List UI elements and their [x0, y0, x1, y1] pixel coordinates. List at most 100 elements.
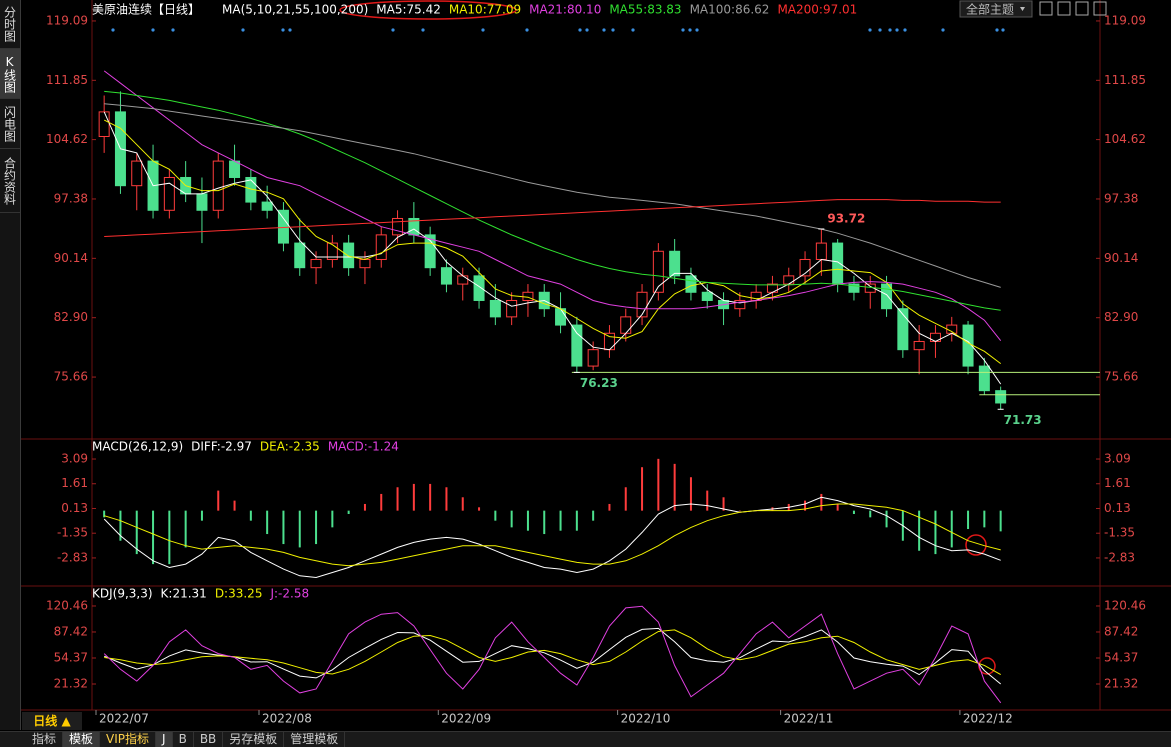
histogram-bar [820, 494, 822, 511]
x-tick-label: 2022/08 [262, 712, 312, 726]
histogram-bar [217, 491, 219, 511]
panel-title: MACD(26,12,9) [92, 440, 183, 454]
histogram-bar [136, 511, 138, 554]
candle-body [816, 243, 826, 259]
y-tick-label-right: 90.14 [1104, 251, 1138, 265]
x-tick-label: 2022/07 [99, 712, 149, 726]
annotation: 93.72 [827, 211, 865, 225]
y-tick-label: -1.35 [57, 526, 88, 540]
candle-body [686, 276, 696, 292]
histogram-bar [641, 467, 643, 510]
footer-tab[interactable]: VIP指标 [100, 732, 156, 747]
footer-tabs: 指标 模板 VIP指标 J B BB 另存模板 管理模板 [0, 731, 1171, 747]
histogram-bar [413, 484, 415, 511]
candle-body [914, 341, 924, 349]
histogram-bar [657, 459, 659, 511]
x-tick-label: 2022/12 [963, 712, 1013, 726]
histogram-bar [983, 511, 985, 528]
footer-tab[interactable]: 指标 [26, 732, 63, 747]
candle-body [670, 251, 680, 276]
histogram-bar [886, 511, 888, 528]
candle-body [311, 259, 321, 267]
background [0, 0, 1171, 730]
y-tick-label: 54.37 [54, 650, 88, 664]
histogram-bar [543, 511, 545, 534]
candle-body [213, 161, 223, 210]
histogram-bar [282, 511, 284, 544]
candle-body [507, 300, 517, 316]
candle-body [197, 194, 207, 210]
legend-entry: MA100:86.62 [690, 3, 770, 17]
sidebar-tab[interactable]: 分时图 [0, 0, 20, 49]
footer-tab[interactable]: 管理模板 [284, 732, 345, 747]
theme-label[interactable]: 全部主题 [966, 2, 1014, 17]
histogram-bar [266, 511, 268, 534]
legend-entry: DEA:-2.35 [260, 440, 320, 454]
candle-body [262, 202, 272, 210]
y-tick-label: -2.83 [57, 550, 88, 564]
histogram-bar [967, 511, 969, 529]
candle-body [458, 276, 468, 284]
legend-entry: D:33.25 [215, 587, 263, 601]
panel-title: 美原油连续【日线】 [92, 2, 200, 17]
y-tick-label: 3.09 [61, 452, 88, 466]
theme-select[interactable]: 全部主题 [960, 1, 1032, 17]
histogram-bar [853, 511, 855, 514]
histogram-bar [315, 511, 317, 544]
candle-body [604, 333, 614, 349]
legend-title: MA(5,10,21,55,100,200) [222, 3, 368, 17]
candle-body [376, 235, 386, 260]
annotation: 71.73 [1004, 413, 1042, 427]
sidebar-tab[interactable]: K线图 [0, 49, 20, 99]
x-tick-label: 2022/10 [621, 712, 671, 726]
footer-tab[interactable]: B [173, 732, 194, 747]
candle-body [99, 112, 109, 137]
footer-tab[interactable]: BB [194, 732, 223, 747]
legend-entry: MA5:75.42 [376, 3, 441, 17]
histogram-bar [706, 491, 708, 511]
histogram-bar [299, 511, 301, 548]
histogram-bar [739, 511, 741, 512]
y-tick-label: 21.32 [54, 676, 88, 690]
y-tick-label: 90.14 [54, 251, 88, 265]
sidebar-tab[interactable]: 合约资料 [0, 149, 20, 213]
y-tick-label-right: -1.35 [1104, 526, 1135, 540]
histogram-bar [690, 477, 692, 510]
candle-body [588, 350, 598, 366]
histogram-bar [560, 511, 562, 531]
histogram-bar [445, 487, 447, 510]
footer-tab[interactable]: 模板 [63, 732, 100, 747]
y-tick-label-right: 3.09 [1104, 452, 1131, 466]
candle-body [164, 177, 174, 210]
y-tick-label: 0.13 [61, 501, 88, 515]
histogram-bar [869, 511, 871, 518]
legend-entry: MA55:83.83 [609, 3, 681, 17]
y-tick-label-right: 119.09 [1104, 13, 1146, 27]
histogram-bar [608, 504, 610, 511]
histogram-bar [478, 507, 480, 510]
candle-body [344, 243, 354, 268]
y-tick-label: 104.62 [46, 132, 88, 146]
histogram-bar [348, 511, 350, 514]
histogram-bar [625, 487, 627, 510]
y-tick-label-right: 120.46 [1104, 598, 1146, 612]
y-tick-label-right: -2.83 [1104, 550, 1135, 564]
y-tick-label-right: 75.66 [1104, 370, 1138, 384]
sidebar-tab[interactable]: 闪电图 [0, 99, 20, 149]
legend-entry: MA200:97.01 [777, 3, 857, 17]
period-button[interactable]: 日线 ▲ [22, 712, 82, 730]
x-tick-label: 2022/11 [784, 712, 834, 726]
footer-tab[interactable]: 另存模板 [223, 732, 284, 747]
candle-body [572, 325, 582, 366]
histogram-bar [331, 511, 333, 528]
histogram-bar [576, 511, 578, 531]
panel-title: KDJ(9,3,3) [92, 587, 153, 601]
legend-entry: MA10:77.09 [449, 3, 521, 17]
footer-tab[interactable]: J [156, 732, 173, 747]
histogram-bar [592, 511, 594, 521]
y-tick-label: 1.61 [61, 476, 88, 490]
candle-body [833, 243, 843, 284]
histogram-bar [951, 511, 953, 548]
legend-entry: J:-2.58 [269, 587, 309, 601]
